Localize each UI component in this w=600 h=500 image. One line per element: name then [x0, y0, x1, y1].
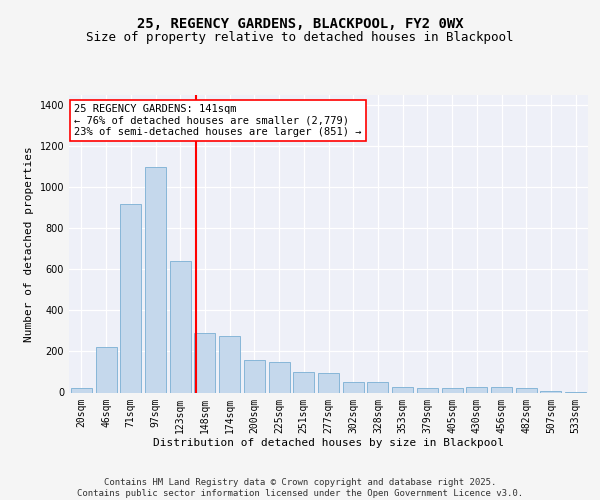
- Bar: [417, 388, 438, 392]
- Text: Contains HM Land Registry data © Crown copyright and database right 2025.
Contai: Contains HM Land Registry data © Crown c…: [77, 478, 523, 498]
- Bar: [145, 167, 166, 392]
- Bar: [71, 388, 92, 392]
- Bar: [194, 333, 215, 392]
- Bar: [95, 348, 116, 393]
- Bar: [466, 388, 487, 392]
- Bar: [516, 388, 537, 392]
- Text: 25, REGENCY GARDENS, BLACKPOOL, FY2 0WX: 25, REGENCY GARDENS, BLACKPOOL, FY2 0WX: [137, 18, 463, 32]
- Bar: [244, 360, 265, 392]
- Y-axis label: Number of detached properties: Number of detached properties: [24, 146, 34, 342]
- Bar: [120, 204, 141, 392]
- Bar: [170, 261, 191, 392]
- Bar: [343, 382, 364, 392]
- Bar: [293, 372, 314, 392]
- Bar: [442, 388, 463, 392]
- Bar: [491, 388, 512, 392]
- Bar: [318, 373, 339, 392]
- X-axis label: Distribution of detached houses by size in Blackpool: Distribution of detached houses by size …: [153, 438, 504, 448]
- Text: Size of property relative to detached houses in Blackpool: Size of property relative to detached ho…: [86, 31, 514, 44]
- Bar: [219, 336, 240, 392]
- Bar: [392, 388, 413, 392]
- Text: 25 REGENCY GARDENS: 141sqm
← 76% of detached houses are smaller (2,779)
23% of s: 25 REGENCY GARDENS: 141sqm ← 76% of deta…: [74, 104, 362, 137]
- Bar: [269, 362, 290, 392]
- Bar: [367, 382, 388, 392]
